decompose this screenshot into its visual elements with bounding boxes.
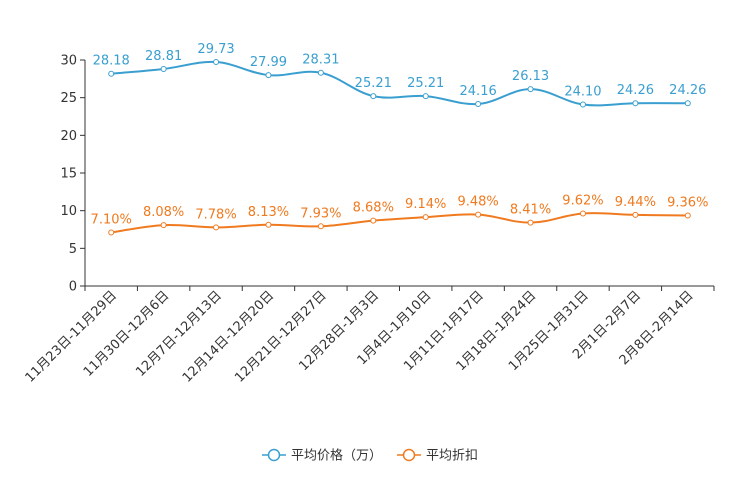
data-point [475,211,482,218]
data-label: 9.48% [457,195,498,210]
x-tick-label: 12月21日-12月27日 [232,288,329,385]
data-label: 26.13 [512,69,549,84]
data-point [265,72,272,79]
data-label: 7.78% [195,207,236,222]
data-point [422,93,429,100]
legend-item-1[interactable]: 平均价格（万） [262,448,382,464]
data-label: 28.31 [302,53,339,68]
data-point [370,217,377,224]
legend-marker-icon [402,448,416,462]
data-label: 29.73 [197,42,234,57]
data-label: 9.62% [562,194,603,209]
legend: 平均价格（万） 平均折扣 [262,448,478,464]
series-layer: 28.18 28.81 29.73 27.99 28.31 25.21 25.21 24.16… [91,42,708,236]
legend-marker-icon [267,448,281,462]
data-point [160,222,167,229]
data-label: 8.13% [248,205,289,220]
y-tick-label: 15 [60,167,77,182]
y-tick-label: 10 [60,204,77,219]
data-point [579,210,586,217]
data-point [632,100,639,107]
data-label: 9.36% [667,195,708,210]
y-tick-label: 25 [60,91,77,106]
data-point [632,211,639,218]
data-label: 8.68% [353,201,394,216]
y-tick-label: 20 [60,129,77,144]
data-point [213,224,220,231]
series-line [111,60,688,107]
data-label: 24.26 [617,83,654,98]
data-point [527,86,534,93]
series-line [111,212,688,234]
data-label: 24.16 [460,84,497,99]
data-point [317,69,324,76]
data-label: 9.44% [615,195,656,210]
data-point [108,70,115,77]
data-point [108,229,115,236]
legend-label: 平均价格（万） [291,448,382,464]
data-point [475,100,482,107]
x-tick-label: 11月23日-11月29日 [23,288,120,385]
data-label: 28.81 [145,49,182,64]
data-label: 28.18 [93,54,130,69]
data-label: 25.21 [355,76,392,91]
data-point [160,65,167,72]
data-label: 7.10% [91,213,132,228]
data-point [422,214,429,221]
data-label: 25.21 [407,76,444,91]
data-point [527,219,534,226]
y-tick-label: 5 [69,242,77,257]
data-label: 8.08% [143,205,184,220]
y-tick-label: 0 [69,280,77,295]
data-label: 27.99 [250,55,287,70]
data-point [684,100,691,107]
data-label: 8.41% [510,203,551,218]
legend-item-2[interactable]: 平均折扣 [397,449,478,464]
data-point [265,221,272,228]
series-2: 7.10% 8.08% 7.78% 8.13% 7.93% 8.68% 9.14% 9.48%… [91,194,708,236]
y-tick-label: 30 [60,54,77,69]
series-1: 28.18 28.81 29.73 27.99 28.31 25.21 25.21 24.16… [93,42,706,108]
data-label: 24.10 [564,84,601,99]
legend-label: 平均折扣 [426,449,478,464]
data-point [684,212,691,219]
data-point [579,101,586,108]
x-tick-label: 12月14日-12月20日 [180,288,277,385]
data-point [317,223,324,230]
data-point [370,93,377,100]
data-point [213,59,220,66]
data-label: 24.26 [669,83,706,98]
data-label: 9.14% [405,197,446,212]
data-label: 7.93% [300,206,341,221]
